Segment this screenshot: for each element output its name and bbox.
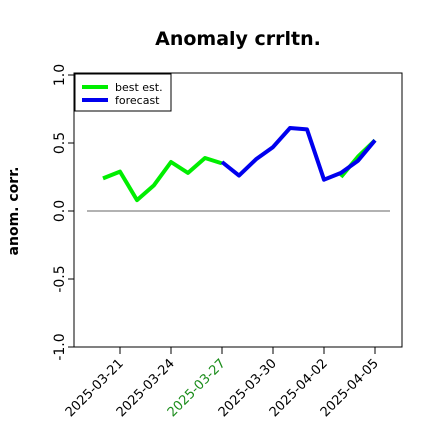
legend-label-forecast: forecast bbox=[115, 94, 160, 107]
legend-label-best-est: best est. bbox=[115, 81, 163, 94]
series-line-best-est bbox=[102, 138, 377, 203]
series-line-forecast bbox=[220, 126, 377, 182]
y-tick-label: -0.5 bbox=[52, 265, 68, 292]
series-layer bbox=[102, 126, 377, 203]
y-tick-label: 0.5 bbox=[52, 132, 68, 154]
y-tick-label: 0.0 bbox=[52, 200, 68, 222]
legend: best est. forecast bbox=[74, 73, 172, 112]
y-axis: -1.0 -0.5 0.0 0.5 1.0 bbox=[52, 64, 75, 361]
y-tick-label: 1.0 bbox=[52, 64, 68, 86]
y-axis-label: anom. corr. bbox=[6, 167, 22, 256]
plot-frame bbox=[73, 72, 403, 348]
y-tick-label: -1.0 bbox=[52, 333, 68, 360]
chart-title: Anomaly crrltn. bbox=[155, 28, 321, 50]
legend-box bbox=[74, 73, 172, 112]
x-axis: 2025-03-212025-03-242025-03-272025-03-30… bbox=[63, 347, 382, 420]
